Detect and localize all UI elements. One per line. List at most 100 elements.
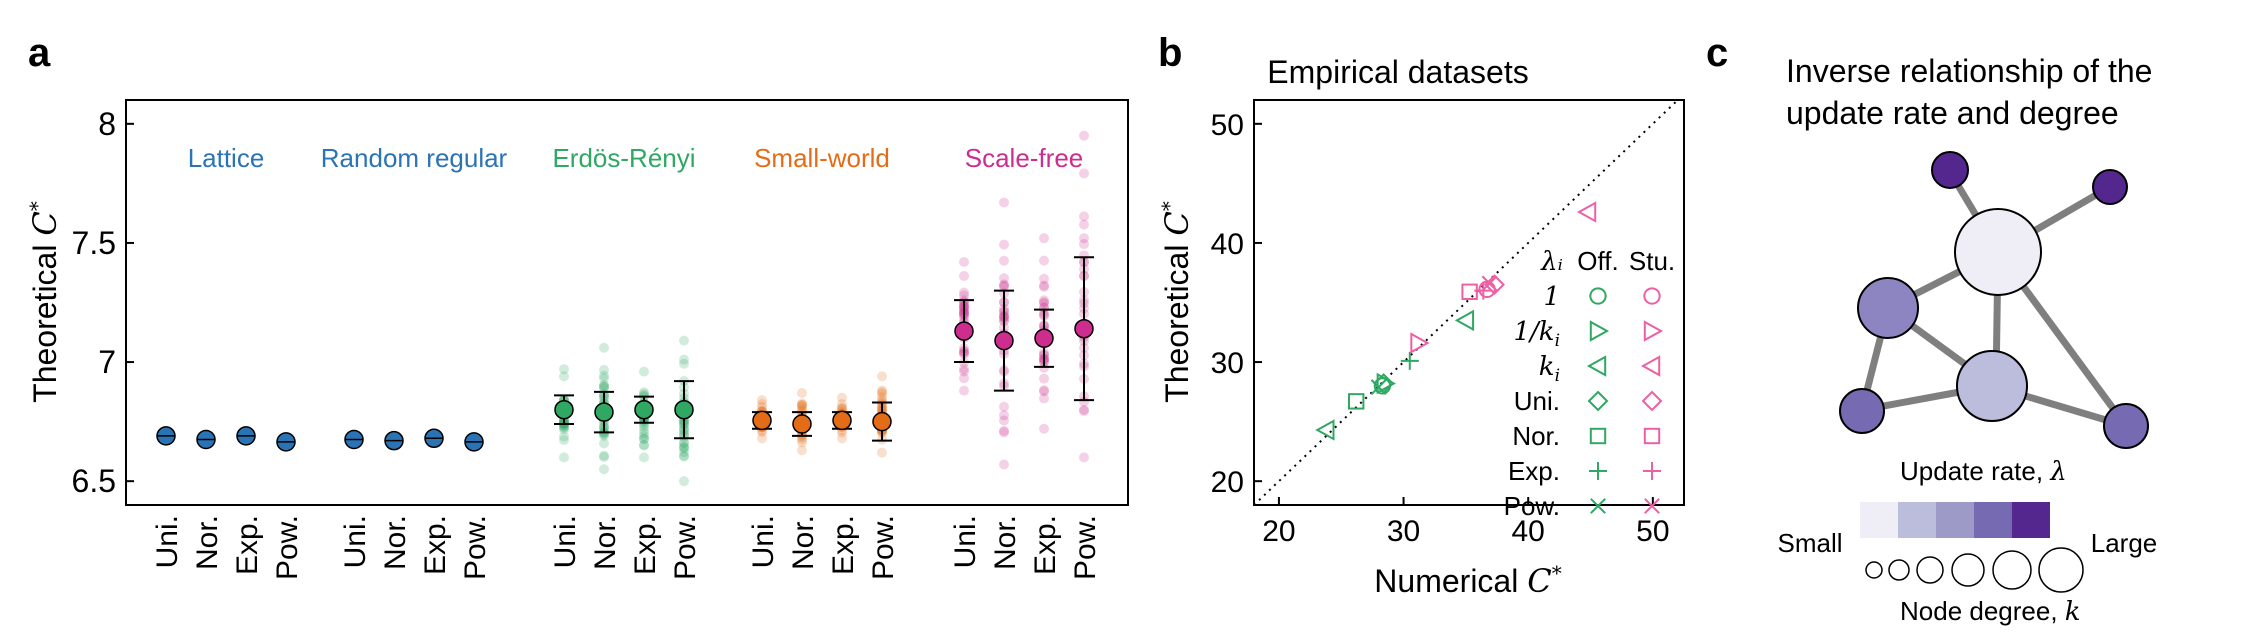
sample-point xyxy=(999,410,1009,421)
y-tick-label-b: 40 xyxy=(1211,228,1244,261)
sample-point xyxy=(559,431,569,442)
sample-point xyxy=(1079,406,1089,417)
plus-marker xyxy=(1589,462,1607,480)
mean-marker xyxy=(792,414,812,434)
sample-point xyxy=(1079,404,1089,415)
group-label: Small-world xyxy=(754,143,890,173)
x-marker xyxy=(1644,498,1660,514)
y-tick-label-b: 50 xyxy=(1211,109,1244,142)
legend-row-label: 1 xyxy=(1543,282,1560,312)
sample-point xyxy=(679,476,689,487)
sample-point xyxy=(959,363,969,374)
sample-point xyxy=(757,401,767,412)
x-tick-label-a: Uni. xyxy=(339,515,372,568)
panel-c: c Inverse relationship of the update rat… xyxy=(1706,31,2157,627)
x-tick-label-a: Pow. xyxy=(271,515,304,580)
sample-point xyxy=(639,433,649,444)
sample-point xyxy=(679,451,689,462)
sample-point xyxy=(1039,255,1049,266)
sample-point xyxy=(639,425,649,436)
tri-left-marker xyxy=(1454,309,1475,332)
y-axis-label-a: Theoretical C* xyxy=(25,201,64,403)
sample-point xyxy=(959,257,969,267)
sample-point xyxy=(599,381,609,392)
plus-marker xyxy=(1643,462,1661,480)
sample-point xyxy=(679,354,689,365)
sample-point xyxy=(959,366,969,377)
sample-point xyxy=(599,342,609,353)
sample-point xyxy=(999,281,1009,292)
tri-right-marker xyxy=(1589,320,1610,342)
x-tick-label-b: 50 xyxy=(1636,515,1669,548)
sample-point xyxy=(679,441,689,452)
x-tick-label-a: Exp. xyxy=(827,515,860,575)
sample-point xyxy=(837,427,847,438)
degree-size-circle xyxy=(1888,559,1910,581)
y-tick-label-b: 30 xyxy=(1211,347,1244,380)
sample-point xyxy=(877,371,887,382)
sample-point xyxy=(679,450,689,461)
large-label: Large xyxy=(2091,528,2158,558)
degree-size-circle xyxy=(2038,547,2084,593)
sample-point xyxy=(559,371,569,382)
sample-point xyxy=(599,464,609,475)
sample-point xyxy=(877,387,887,398)
network-node xyxy=(1931,151,1969,189)
x-tick-label-a: Exp. xyxy=(419,515,452,575)
tri-left-marker xyxy=(1586,355,1607,377)
x-tick-label-a: Uni. xyxy=(151,515,184,568)
degree-size-circle xyxy=(1916,556,1944,584)
sample-point xyxy=(837,399,847,410)
x-tick-label-a: Nor. xyxy=(787,515,820,570)
diagram-title-line2: update rate and degree xyxy=(1786,95,2119,131)
x-axis-label-b: Numerical C* xyxy=(1374,561,1561,600)
sample-point xyxy=(837,402,847,413)
mean-marker xyxy=(994,330,1014,351)
x-tick-label-b: 30 xyxy=(1387,515,1420,548)
mean-marker xyxy=(954,321,974,341)
y-axis-a: 6.5 7 7.5 8 xyxy=(72,106,134,499)
sample-point xyxy=(1079,168,1089,179)
circle-marker xyxy=(1643,287,1661,305)
sample-point xyxy=(1079,211,1089,222)
sample-point xyxy=(757,395,767,406)
group-label: Scale-free xyxy=(965,143,1084,173)
sample-point xyxy=(559,364,569,375)
identity-line xyxy=(1253,99,1679,506)
y-tick-label-a: 6.5 xyxy=(72,463,116,499)
plot-frame-a xyxy=(125,99,1129,506)
sample-point xyxy=(599,379,609,390)
legend-row-label: Pow. xyxy=(1504,491,1560,521)
sample-point xyxy=(1079,233,1089,244)
colorbar xyxy=(1860,502,2050,538)
mean-marker xyxy=(1034,328,1054,348)
sample-point xyxy=(999,255,1009,266)
tri-right-marker xyxy=(1410,332,1430,354)
sample-point xyxy=(679,358,689,369)
sample-point xyxy=(639,421,649,432)
sample-point xyxy=(1039,386,1049,397)
degree-size-circle xyxy=(1865,561,1883,579)
x-tick-label-a: Exp. xyxy=(231,515,264,575)
network-node xyxy=(2103,403,2149,449)
sample-point xyxy=(1039,385,1049,396)
sample-point xyxy=(1039,281,1049,292)
sample-point xyxy=(599,382,609,393)
sample-point xyxy=(999,197,1009,208)
x-tick-label-a: Uni. xyxy=(949,515,982,568)
sample-point xyxy=(999,239,1009,250)
sample-point xyxy=(639,390,649,401)
legend-header-off: Off. xyxy=(1577,246,1618,276)
sample-point xyxy=(877,447,887,458)
sample-point xyxy=(599,450,609,461)
mean-marker xyxy=(634,399,654,420)
sample-point xyxy=(959,385,969,396)
colorbar-swatch xyxy=(1974,502,2012,538)
sample-point xyxy=(797,399,807,410)
sample-point xyxy=(599,370,609,381)
colorbar-swatch xyxy=(1898,502,1936,538)
sample-point xyxy=(959,373,969,384)
plot-frame-b xyxy=(1253,99,1685,506)
mean-marker xyxy=(1074,318,1094,339)
mean-marker xyxy=(832,410,852,431)
